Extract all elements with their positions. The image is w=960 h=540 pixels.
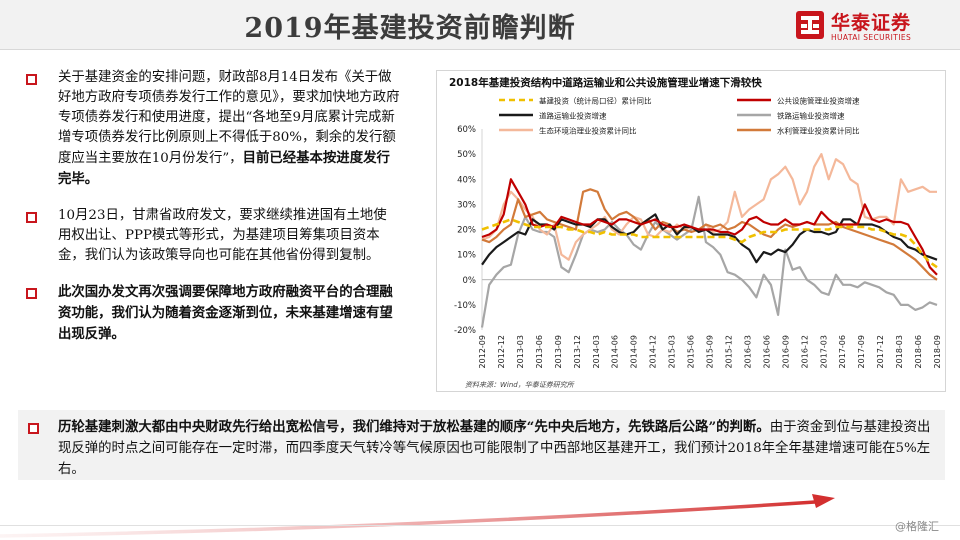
header-bar: 2019年基建投资前瞻判断 华泰证券 HUATAI SECURITIES bbox=[0, 0, 960, 50]
y-tick-label: 0% bbox=[463, 276, 477, 286]
footer-divider bbox=[0, 525, 960, 526]
legend-label-infra: 基建投资（统计局口径）累计同比 bbox=[539, 96, 652, 106]
series-line-infra bbox=[481, 218, 938, 269]
x-tick-label: 2018-06 bbox=[914, 335, 923, 368]
logo-english-name: HUATAI SECURITIES bbox=[831, 33, 912, 42]
x-tick-label: 2013-03 bbox=[516, 335, 525, 368]
x-tick-label: 2016-03 bbox=[743, 335, 752, 368]
y-tick-label: -10% bbox=[454, 301, 476, 311]
page-title: 2019年基建投资前瞻判断 bbox=[244, 13, 576, 44]
x-tick-label: 2017-06 bbox=[838, 335, 847, 368]
series-line-public bbox=[481, 178, 938, 276]
chart-source: 资料来源：Wind，华泰证券研究所 bbox=[465, 381, 575, 389]
legend-label-rail: 铁路运输业投资增速 bbox=[777, 111, 845, 121]
x-tick-label: 2013-09 bbox=[554, 335, 563, 368]
x-tick-label: 2014-12 bbox=[649, 335, 658, 368]
conclusion-bold-text: 历轮基建刺激大都由中央财政先行给出宽松信号，我们维持对于放松基建的顺序“先中央后… bbox=[58, 419, 770, 435]
line-chart: 2018年基建投资结构中道路运输业和公共设施管理业增速下滑较快基建投资（统计局口… bbox=[449, 76, 942, 389]
bullet-square-icon bbox=[28, 423, 39, 434]
x-tick-label: 2017-09 bbox=[857, 335, 866, 368]
bullet-3-bold-text: 此次国办发文再次强调要保障地方政府融资平台的合理融资功能，我们认为随着资金逐渐到… bbox=[58, 284, 393, 342]
x-tick-label: 2014-03 bbox=[592, 335, 601, 368]
x-tick-label: 2016-12 bbox=[800, 335, 809, 368]
bullet-list: 关于基建资金的安排问题，财政部8月14日发布《关于做好地方政府专项债券发行工作的… bbox=[22, 68, 400, 361]
x-tick-label: 2015-12 bbox=[724, 335, 733, 368]
y-tick-label: 60% bbox=[457, 125, 476, 135]
x-tick-label: 2017-12 bbox=[876, 335, 885, 368]
y-tick-label: 40% bbox=[457, 175, 476, 185]
x-tick-label: 2015-09 bbox=[706, 335, 715, 368]
bullet-3: 此次国办发文再次强调要保障地方政府融资平台的合理融资功能，我们认为随着资金逐渐到… bbox=[22, 282, 400, 345]
x-tick-label: 2015-03 bbox=[668, 335, 677, 368]
x-tick-label: 2017-03 bbox=[819, 335, 828, 368]
bullet-1: 关于基建资金的安排问题，财政部8月14日发布《关于做好地方政府专项债券发行工作的… bbox=[22, 68, 400, 190]
legend-label-ecology: 生态环境治理业投资累计同比 bbox=[539, 126, 637, 136]
conclusion-box: 历轮基建刺激大都由中央财政先行给出宽松信号，我们维持对于放松基建的顺序“先中央后… bbox=[18, 410, 945, 480]
logo-mark-icon bbox=[796, 11, 824, 39]
bullet-square-icon bbox=[26, 74, 37, 85]
bullet-square-icon bbox=[26, 212, 37, 223]
watermark: @格隆汇 bbox=[895, 520, 939, 533]
x-tick-label: 2014-06 bbox=[611, 335, 620, 368]
y-tick-label: 30% bbox=[457, 200, 476, 210]
company-logo: 华泰证券 HUATAI SECURITIES bbox=[795, 8, 945, 44]
bullet-2: 10月23日，甘肃省政府发文，要求继续推进国有土地使用权出让、PPP模式等形式，… bbox=[22, 206, 400, 266]
bullet-1-text: 关于基建资金的安排问题，财政部8月14日发布《关于做好地方政府专项债券发行工作的… bbox=[58, 70, 400, 166]
x-tick-label: 2013-06 bbox=[535, 335, 544, 368]
x-tick-label: 2014-09 bbox=[630, 335, 639, 368]
y-tick-label: 50% bbox=[457, 150, 476, 160]
bullet-1-bold-text: 目前已经基本按进度发行完毕。 bbox=[58, 150, 390, 187]
x-tick-label: 2012-09 bbox=[478, 335, 487, 368]
conclusion-body-text: 由于资金到位与基建投资出现反弹的时点之间可能存在一定时滞，而四季度天气转冷等气候… bbox=[58, 420, 931, 477]
bullet-2-text: 10月23日，甘肃省政府发文，要求继续推进国有土地使用权出让、PPP模式等形式，… bbox=[58, 208, 387, 263]
logo-name: 华泰证券 bbox=[831, 12, 912, 34]
x-tick-label: 2016-06 bbox=[762, 335, 771, 368]
x-tick-label: 2016-09 bbox=[781, 335, 790, 368]
chart-title: 2018年基建投资结构中道路运输业和公共设施管理业增速下滑较快 bbox=[449, 76, 762, 89]
y-tick-label: -20% bbox=[454, 326, 476, 336]
y-tick-label: 10% bbox=[457, 251, 476, 261]
y-tick-label: 20% bbox=[457, 226, 476, 236]
chart-panel: 2018年基建投资结构中道路运输业和公共设施管理业增速下滑较快基建投资（统计局口… bbox=[436, 70, 946, 392]
conclusion-text: 历轮基建刺激大都由中央财政先行给出宽松信号，我们维持对于放松基建的顺序“先中央后… bbox=[58, 417, 938, 480]
legend-label-public: 公共设施管理业投资增速 bbox=[777, 96, 860, 106]
bullet-square-icon bbox=[26, 288, 37, 299]
legend-label-road: 道路运输业投资增速 bbox=[539, 111, 607, 121]
series-line-road bbox=[481, 213, 938, 266]
legend-label-water: 水利管理业投资累计同比 bbox=[777, 126, 860, 136]
x-tick-label: 2012-12 bbox=[497, 335, 506, 368]
series-line-rail bbox=[480, 195, 938, 328]
x-tick-label: 2013-12 bbox=[573, 335, 582, 368]
x-tick-label: 2015-06 bbox=[687, 335, 696, 368]
x-tick-label: 2018-09 bbox=[933, 335, 942, 368]
series-line-ecology bbox=[481, 152, 937, 261]
x-tick-label: 2018-03 bbox=[895, 335, 904, 368]
